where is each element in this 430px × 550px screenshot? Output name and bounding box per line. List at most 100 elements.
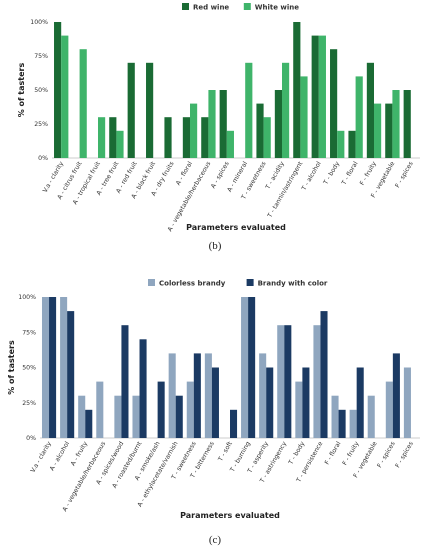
chart-panel-c: Colorless brandy Brandy with color 0% 25% 50…: [0, 266, 430, 528]
bar-red-wine-8: [201, 117, 209, 158]
bar-colorless-brandy-19: [385, 381, 393, 438]
bar-white-wine-9: [226, 130, 234, 158]
bar-brandy-with-color-11: [248, 297, 256, 438]
x-tick-label-20: F - spices: [394, 441, 415, 470]
x-tick-label-13: T - tannin/astringent: [266, 160, 305, 220]
y-axis-label: % of tasters: [7, 340, 16, 395]
caption-b: (b): [208, 240, 222, 252]
bar-red-wine-18: [385, 103, 393, 158]
bar-colorless-brandy-18: [367, 395, 375, 438]
bar-colorless-brandy-20: [403, 367, 411, 438]
bar-red-wine-13: [293, 22, 301, 158]
bar-red-wine-15: [330, 49, 338, 159]
x-tick-label-17: F - fruity: [359, 160, 378, 186]
bar-colorless-brandy-13: [277, 325, 285, 438]
bar-white-wine-16: [355, 76, 363, 158]
y-tick-label: 0%: [38, 155, 48, 162]
bar-red-wine-9: [219, 90, 227, 158]
bar-red-wine-12: [274, 90, 282, 158]
bar-colorless-brandy-3: [96, 381, 104, 438]
bar-brandy-with-color-1: [67, 311, 75, 438]
bar-brandy-with-color-15: [320, 311, 328, 438]
bar-white-wine-1: [79, 49, 87, 159]
x-tick-label-14: T - body: [287, 440, 306, 467]
bar-brandy-with-color-6: [157, 381, 165, 438]
bar-colorless-brandy-11: [241, 297, 249, 438]
x-tick-label-16: T - floral: [340, 160, 360, 187]
bar-white-wine-0: [61, 35, 69, 158]
bar-colorless-brandy-5: [132, 395, 140, 438]
y-tick-label: 50%: [22, 365, 36, 372]
bar-red-wine-7: [182, 117, 190, 158]
bar-colorless-brandy-7: [168, 353, 176, 438]
bar-brandy-with-color-5: [139, 339, 147, 438]
x-tick-label-15: T - body: [322, 160, 341, 187]
x-tick-label-16: F - floral: [324, 440, 343, 466]
bar-white-wine-7: [190, 103, 198, 158]
y-tick-label: 100%: [18, 294, 36, 301]
bar-brandy-with-color-12: [266, 367, 274, 438]
bar-brandy-with-color-9: [211, 367, 219, 438]
bar-colorless-brandy-12: [259, 353, 267, 438]
x-tick-label-17: F - fruity: [341, 440, 360, 466]
legend-swatch-0: [182, 3, 189, 10]
legend-label-1: White wine: [255, 4, 299, 12]
legend-label-1: Brandy with color: [258, 280, 328, 288]
legend: Red wine White wine: [182, 3, 299, 12]
bar-white-wine-2: [98, 117, 106, 158]
x-tick-label-7: A - floral: [175, 160, 194, 186]
caption-c: (c): [208, 534, 222, 546]
bar-brandy-with-color-4: [121, 325, 129, 438]
bar-red-wine-5: [146, 62, 154, 158]
bar-brandy-with-color-10: [230, 409, 238, 438]
bar-red-wine-19: [403, 90, 411, 158]
bar-red-wine-11: [256, 103, 264, 158]
bar-white-wine-3: [116, 130, 124, 158]
bar-chart-c: Colorless brandy Brandy with color 0% 25% 50…: [7, 279, 420, 520]
legend-label-0: Red wine: [193, 4, 229, 12]
legend-swatch-1: [243, 3, 251, 10]
x-axis-label: Parameters evaluated: [180, 511, 280, 520]
bar-white-wine-14: [318, 35, 326, 158]
y-tick-label: 50%: [34, 87, 48, 94]
y-tick-label: 25%: [34, 121, 48, 128]
bar-white-wine-12: [282, 62, 290, 158]
bar-red-wine-16: [348, 130, 356, 158]
x-tick-label-19: F - spices: [394, 161, 415, 190]
bar-brandy-with-color-0: [49, 297, 57, 438]
bar-colorless-brandy-8: [186, 381, 194, 438]
bar-white-wine-13: [300, 76, 308, 158]
y-axis-label: % of tasters: [17, 63, 26, 118]
bar-brandy-with-color-8: [193, 353, 201, 438]
legend: Colorless brandy Brandy with color: [148, 279, 328, 288]
bar-white-wine-18: [392, 90, 400, 158]
bar-brandy-with-color-16: [338, 409, 346, 438]
bar-colorless-brandy-4: [114, 395, 122, 438]
bar-colorless-brandy-14: [295, 381, 303, 438]
bar-white-wine-8: [208, 90, 216, 158]
y-tick-label: 75%: [22, 329, 36, 336]
bar-colorless-brandy-2: [78, 395, 86, 438]
x-axis-label: Parameters evaluated: [186, 223, 286, 232]
bar-red-wine-0: [54, 22, 62, 158]
bar-colorless-brandy-9: [204, 353, 212, 438]
bar-brandy-with-color-13: [284, 325, 292, 438]
bar-colorless-brandy-0: [41, 297, 50, 438]
bar-colorless-brandy-17: [349, 409, 357, 438]
y-tick-label: 0%: [26, 435, 36, 442]
y-tick-label: 25%: [22, 400, 36, 407]
bar-white-wine-11: [263, 117, 271, 158]
bar-colorless-brandy-1: [60, 297, 68, 438]
legend-label-0: Colorless brandy: [159, 280, 226, 288]
bar-red-wine-4: [127, 62, 135, 158]
legend-swatch-0: [148, 279, 155, 286]
bar-colorless-brandy-15: [313, 325, 321, 438]
bar-white-wine-15: [337, 130, 345, 158]
y-tick-label: 75%: [34, 53, 48, 60]
chart-panel-b: Red wine White wine 0% 25% 50% 75% 100% % of ta…: [0, 0, 430, 262]
bar-red-wine-17: [366, 62, 374, 158]
bar-colorless-brandy-16: [331, 395, 339, 438]
bar-brandy-with-color-17: [356, 367, 364, 438]
x-tick-label-10: T - soft: [217, 440, 235, 463]
bar-red-wine-14: [311, 35, 319, 158]
